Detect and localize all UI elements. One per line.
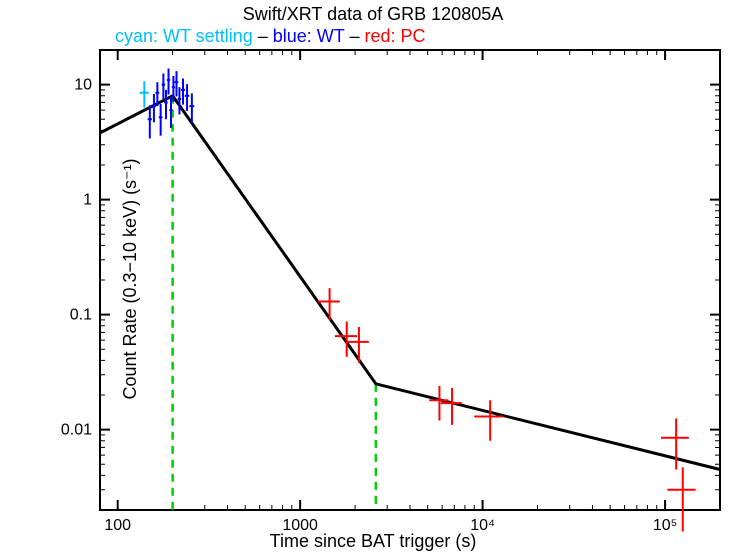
svg-text:10⁴: 10⁴ xyxy=(470,517,495,534)
svg-text:10⁵: 10⁵ xyxy=(653,517,677,534)
svg-text:1: 1 xyxy=(83,192,92,209)
chart-svg: 100 1000 10⁴ 10⁵ 0.01 0.1 1 10 xyxy=(0,0,746,558)
svg-text:10: 10 xyxy=(74,77,92,94)
chart-container: Swift/XRT data of GRB 120805A cyan: WT s… xyxy=(0,0,746,558)
svg-text:1000: 1000 xyxy=(282,517,318,534)
svg-text:100: 100 xyxy=(104,517,131,534)
svg-text:0.1: 0.1 xyxy=(70,307,92,324)
svg-text:0.01: 0.01 xyxy=(61,422,92,439)
